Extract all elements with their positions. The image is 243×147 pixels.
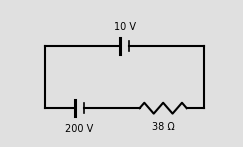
Text: 200 V: 200 V — [65, 124, 94, 134]
Text: 38 Ω: 38 Ω — [152, 122, 174, 132]
Text: 10 V: 10 V — [113, 22, 136, 32]
